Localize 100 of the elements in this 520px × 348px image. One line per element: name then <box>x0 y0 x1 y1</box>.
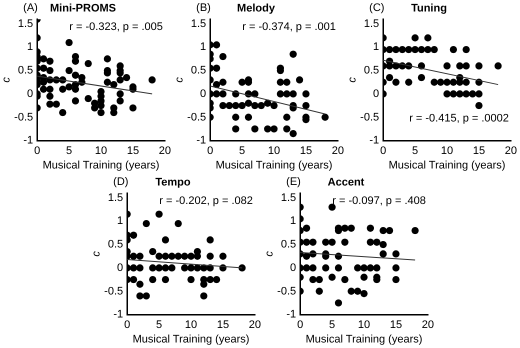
point <box>206 276 214 284</box>
y-axis-title: c <box>264 250 276 257</box>
y-tick-label: 0.5 <box>108 238 124 251</box>
point <box>200 280 208 288</box>
point <box>264 125 272 133</box>
point <box>155 264 163 272</box>
x-tick-label: 15 <box>390 319 402 332</box>
point <box>366 238 374 246</box>
point <box>418 74 426 82</box>
y-tick-label: 1.5 <box>364 18 380 30</box>
point <box>162 276 170 284</box>
point <box>136 264 144 272</box>
y-tick-label: 1 <box>290 215 296 228</box>
y-tick-label: 1.5 <box>18 18 34 30</box>
point <box>316 276 323 284</box>
y-tick-label: 0.5 <box>280 238 296 251</box>
point <box>162 264 170 272</box>
point <box>149 276 156 284</box>
y-tick-label: -0.5 <box>277 285 296 298</box>
point <box>130 252 138 260</box>
y-tick-label: 0 <box>290 262 296 274</box>
point <box>162 252 170 260</box>
annotation: r = -0.323, p = .005 <box>69 21 163 34</box>
point <box>187 276 195 284</box>
point <box>251 102 258 110</box>
point <box>366 264 374 272</box>
point <box>290 130 297 138</box>
point <box>142 220 150 228</box>
text: (E) <box>286 176 301 188</box>
point <box>302 252 310 260</box>
y-tick-label: 0 <box>373 88 380 100</box>
point <box>411 46 419 54</box>
point <box>238 78 246 86</box>
point <box>373 264 380 272</box>
point <box>270 102 278 110</box>
point <box>181 264 188 272</box>
annotation: r = -0.374, p = .001 <box>242 21 336 34</box>
point <box>251 125 258 133</box>
point <box>328 238 336 246</box>
x-tick-label: 10 <box>94 145 108 158</box>
annotation: r = -0.202, p = .082 <box>159 195 253 208</box>
point <box>219 90 227 98</box>
x-tick-label: 20 <box>158 145 172 158</box>
x-tick-label: 15 <box>472 145 486 158</box>
point <box>341 276 348 284</box>
point <box>366 224 374 232</box>
point <box>283 125 290 133</box>
y-tick-label: 0.5 <box>190 64 206 77</box>
point <box>456 62 464 70</box>
x-tick-label: 20 <box>248 319 262 332</box>
point <box>212 90 220 98</box>
point <box>494 62 502 70</box>
text: (A) <box>23 2 38 14</box>
point <box>162 236 170 244</box>
annotation: r = -0.415, p = .0002 <box>409 112 509 125</box>
x-tick-label: 10 <box>358 319 370 332</box>
point <box>322 114 329 121</box>
point <box>462 90 470 98</box>
point <box>174 252 182 260</box>
point <box>450 90 458 98</box>
x-tick-label: 15 <box>300 145 312 158</box>
point <box>206 236 214 244</box>
x-tick-label: 15 <box>126 145 140 158</box>
point <box>244 100 252 107</box>
point <box>380 250 387 258</box>
point <box>360 264 368 272</box>
y-tick-label: 1.5 <box>190 18 206 30</box>
point <box>443 78 451 86</box>
point <box>443 90 451 98</box>
y-tick-label: 1.5 <box>280 192 296 204</box>
x-tick-label: 10 <box>184 319 198 332</box>
point <box>174 220 182 228</box>
point <box>155 252 163 260</box>
point <box>360 274 368 281</box>
point <box>405 78 412 86</box>
point <box>450 46 458 54</box>
x-tick-label: 20 <box>504 145 518 158</box>
x-tick-label: 20 <box>332 145 344 158</box>
point <box>194 264 202 272</box>
point <box>322 264 330 272</box>
point <box>302 224 310 232</box>
x-tick-label: 5 <box>239 145 246 158</box>
point <box>392 46 400 54</box>
point <box>136 252 144 260</box>
point <box>232 114 240 121</box>
point <box>412 226 419 234</box>
point <box>424 46 432 54</box>
y-tick-label: 0 <box>117 262 124 274</box>
point <box>149 264 156 272</box>
point <box>130 276 138 284</box>
point <box>443 62 451 70</box>
x-tick-label: 5 <box>329 319 336 332</box>
x-axis-title: Musical Training (years) <box>132 333 250 346</box>
point <box>302 90 310 98</box>
point <box>155 210 163 218</box>
y-tick-label: 0.5 <box>364 64 380 77</box>
point <box>475 62 483 70</box>
x-axis-title: Musical Training (years) <box>306 333 422 346</box>
point <box>405 46 412 54</box>
point <box>244 114 252 121</box>
